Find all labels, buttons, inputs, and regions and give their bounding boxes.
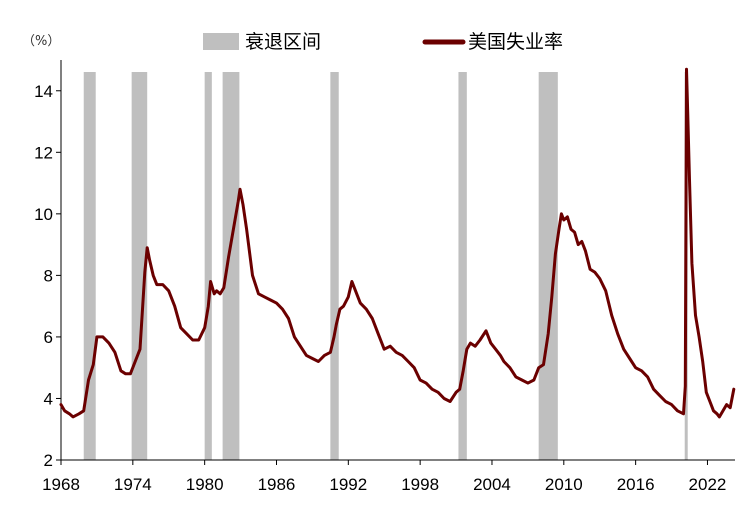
recession-band-3 <box>204 72 212 460</box>
x-tick-label-1998: 1998 <box>401 475 439 494</box>
y-tick-label-10: 10 <box>34 205 53 224</box>
x-tick-label-2016: 2016 <box>617 475 655 494</box>
y-tick-label-8: 8 <box>44 266 53 285</box>
x-tick-label-1974: 1974 <box>114 475 152 494</box>
x-tick-label-2022: 2022 <box>689 475 727 494</box>
y-tick-label-14: 14 <box>34 82 53 101</box>
legend-series-label: 美国失业率 <box>468 31 563 53</box>
recession-bands <box>83 72 688 460</box>
y-tick-label-2: 2 <box>44 451 53 470</box>
y-tick-label-6: 6 <box>44 328 53 347</box>
x-tick-label-2004: 2004 <box>473 475 511 494</box>
recession-band-5 <box>330 72 339 460</box>
line-series <box>59 67 736 419</box>
legend-recession-swatch <box>203 33 239 50</box>
x-tick-label-2010: 2010 <box>545 475 583 494</box>
x-tick-label-1986: 1986 <box>258 475 296 494</box>
legend-recession-label: 衰退区间 <box>245 31 321 53</box>
y-tick-label-4: 4 <box>44 389 53 408</box>
series-line-1 <box>59 67 736 419</box>
x-tick-label-1980: 1980 <box>186 475 224 494</box>
y-tick-label-12: 12 <box>34 143 53 162</box>
axes: 2 4 6 8 10 12 14 1968 1974 1980 1986 1992 1998 2004 20… <box>34 60 735 494</box>
x-tick-label-1992: 1992 <box>329 475 367 494</box>
recession-band-1 <box>83 72 96 460</box>
x-tick-label-1968: 1968 <box>42 475 80 494</box>
recession-band-4 <box>222 72 240 460</box>
legend: 衰退区间 美国失业率 <box>203 31 563 53</box>
y-axis-unit: （%） <box>22 34 60 49</box>
recession-band-6 <box>458 72 467 460</box>
